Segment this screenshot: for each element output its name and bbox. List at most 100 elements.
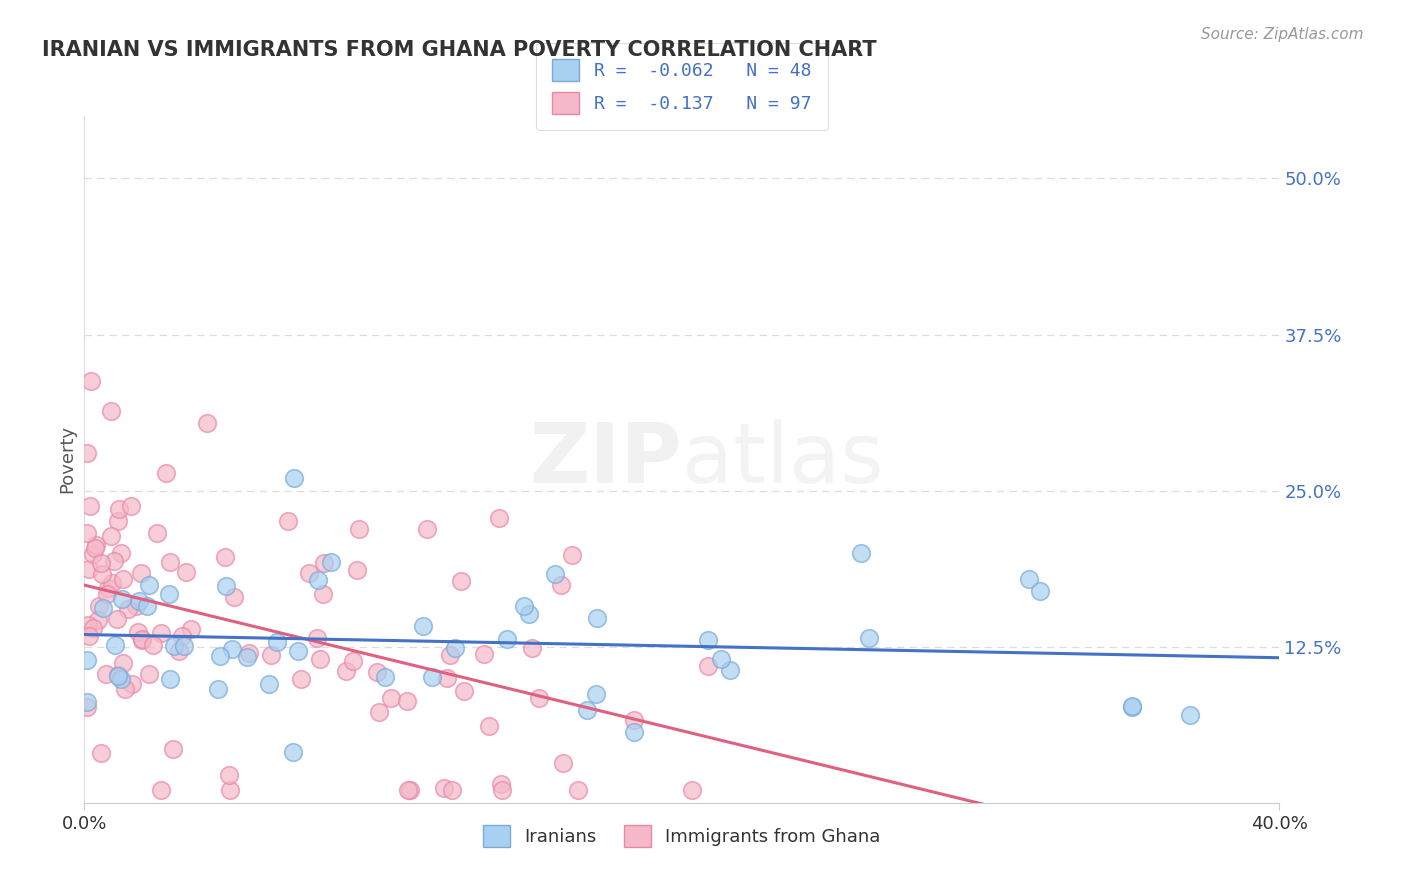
- Point: [121, 677, 143, 691]
- Point: [94, 666, 117, 681]
- Point: [110, 546, 132, 560]
- Point: [77, 629, 100, 643]
- Point: [112, 656, 135, 670]
- Point: [453, 683, 475, 698]
- Point: [290, 672, 312, 686]
- Point: [76, 653, 98, 667]
- Point: [76, 445, 98, 459]
- Point: [489, 777, 512, 791]
- Point: [84, 538, 107, 552]
- Point: [162, 742, 184, 756]
- Point: [281, 745, 304, 759]
- Point: [111, 573, 134, 587]
- Y-axis label: Poverty: Poverty: [58, 425, 76, 493]
- Point: [170, 629, 193, 643]
- Point: [195, 417, 218, 431]
- Point: [527, 690, 550, 705]
- Point: [100, 404, 122, 418]
- Point: [108, 501, 131, 516]
- Point: [432, 781, 454, 796]
- Point: [298, 566, 321, 581]
- Point: [681, 783, 703, 797]
- Point: [312, 557, 335, 571]
- Point: [415, 522, 437, 536]
- Point: [76, 525, 98, 540]
- Point: [346, 563, 368, 577]
- Point: [105, 612, 128, 626]
- Point: [138, 578, 160, 592]
- Point: [496, 632, 519, 646]
- Point: [851, 546, 873, 560]
- Text: Source: ZipAtlas.com: Source: ZipAtlas.com: [1201, 27, 1364, 42]
- Point: [544, 566, 567, 581]
- Point: [520, 640, 543, 655]
- Point: [180, 622, 202, 636]
- Point: [76, 695, 98, 709]
- Point: [367, 705, 389, 719]
- Point: [858, 631, 880, 645]
- Point: [478, 719, 501, 733]
- Point: [710, 652, 733, 666]
- Point: [90, 556, 112, 570]
- Point: [550, 577, 572, 591]
- Point: [131, 633, 153, 648]
- Point: [104, 638, 127, 652]
- Point: [114, 681, 136, 696]
- Point: [1121, 698, 1143, 713]
- Point: [266, 635, 288, 649]
- Point: [103, 554, 125, 568]
- Point: [305, 631, 328, 645]
- Point: [238, 646, 260, 660]
- Point: [82, 621, 104, 635]
- Point: [412, 618, 434, 632]
- Point: [127, 625, 149, 640]
- Point: [257, 676, 280, 690]
- Point: [138, 667, 160, 681]
- Point: [77, 562, 100, 576]
- Point: [623, 725, 645, 739]
- Point: [380, 691, 402, 706]
- Point: [100, 576, 122, 591]
- Point: [173, 640, 195, 654]
- Point: [235, 650, 257, 665]
- Point: [342, 654, 364, 668]
- Point: [287, 644, 309, 658]
- Point: [697, 658, 720, 673]
- Point: [128, 593, 150, 607]
- Point: [91, 567, 114, 582]
- Text: ZIP: ZIP: [530, 419, 682, 500]
- Point: [567, 783, 589, 797]
- Point: [311, 587, 333, 601]
- Point: [111, 591, 134, 606]
- Point: [561, 549, 583, 563]
- Point: [450, 574, 472, 589]
- Point: [718, 663, 741, 677]
- Point: [76, 700, 98, 714]
- Point: [575, 703, 598, 717]
- Point: [512, 599, 534, 613]
- Point: [208, 649, 231, 664]
- Point: [696, 633, 718, 648]
- Point: [117, 602, 139, 616]
- Point: [221, 641, 243, 656]
- Point: [307, 573, 329, 587]
- Point: [308, 652, 330, 666]
- Point: [131, 632, 153, 647]
- Point: [224, 590, 246, 604]
- Point: [157, 587, 180, 601]
- Point: [319, 555, 342, 569]
- Point: [553, 756, 575, 770]
- Point: [163, 639, 186, 653]
- Point: [87, 613, 110, 627]
- Point: [159, 555, 181, 569]
- Point: [439, 648, 461, 662]
- Point: [77, 618, 100, 632]
- Point: [420, 669, 443, 683]
- Point: [107, 668, 129, 682]
- Point: [366, 665, 388, 680]
- Point: [155, 466, 177, 480]
- Point: [440, 783, 463, 797]
- Point: [107, 669, 129, 683]
- Text: atlas: atlas: [682, 419, 883, 500]
- Point: [149, 626, 172, 640]
